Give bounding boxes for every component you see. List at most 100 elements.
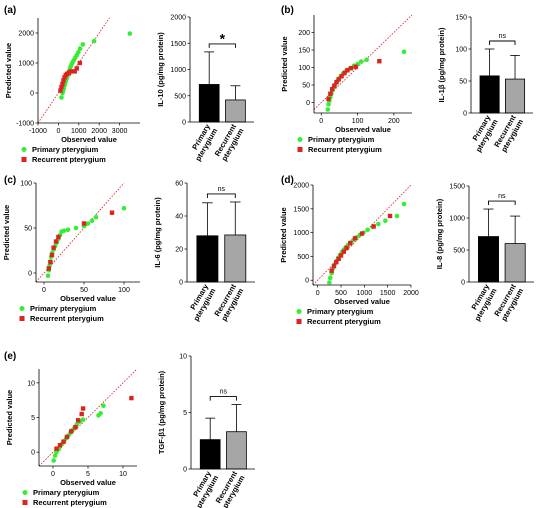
category-label: Recurrentpterygium — [492, 113, 526, 154]
y-tick-label: 0 — [30, 91, 34, 98]
primary-point — [80, 417, 86, 422]
recurrent-point — [331, 263, 337, 269]
scatter-plot-0: -1000 0 1000 2000 3000-1000010002000Observed… — [4, 17, 140, 164]
legend-primary-marker — [21, 147, 27, 152]
bar — [479, 75, 500, 114]
y-axis-label: IL-1β (pg/mg protein) — [437, 27, 446, 102]
recurrent-point — [339, 74, 344, 79]
primary-point — [45, 273, 51, 279]
x-axis-label: Observed value — [334, 297, 390, 306]
primary-point — [365, 227, 370, 233]
recurrent-point — [79, 411, 84, 417]
y-tick-label: 1000 — [293, 230, 309, 237]
x-tick-label: 0 — [51, 471, 55, 478]
recurrent-point — [54, 446, 59, 451]
recurrent-point — [69, 429, 74, 434]
recurrent-point — [341, 249, 346, 254]
legend-recurrent-marker — [296, 319, 302, 324]
recurrent-point — [57, 443, 63, 448]
recurrent-point — [344, 245, 349, 251]
primary-point — [325, 107, 331, 112]
recurrent-point — [58, 88, 63, 93]
legend-primary-label: Primary pterygium — [308, 135, 375, 144]
category-label: Primarypterygium — [184, 282, 218, 323]
recurrent-point — [377, 59, 382, 64]
primary-point — [358, 59, 364, 64]
y-tick-label: 5 — [31, 415, 35, 422]
y-tick-label: 60 — [175, 181, 183, 188]
primary-point — [101, 403, 106, 409]
y-tick-label: 0 — [31, 450, 35, 457]
recurrent-point — [56, 234, 61, 240]
recurrent-point — [59, 84, 64, 90]
bar-chart-0: 0 500 1000 1500 2000 IL-10 (pg/mg protein) Pri… — [156, 15, 254, 163]
recurrent-point — [77, 60, 83, 66]
legend-recurrent-label: Recurrent pterygium — [30, 314, 104, 323]
x-tick-label: -1000 — [29, 128, 47, 135]
recurrent-point — [334, 80, 339, 85]
y-axis-label: Predicted value — [279, 207, 288, 262]
primary-point — [73, 225, 79, 231]
significance-bracket — [208, 43, 236, 48]
y-tick-label: 0 — [306, 100, 310, 107]
recurrent-point — [336, 77, 341, 82]
primary-point — [364, 57, 369, 63]
recurrent-point — [353, 64, 358, 69]
panel-label: (c) — [4, 175, 16, 186]
recurrent-point — [61, 439, 66, 444]
primary-point — [326, 101, 331, 107]
x-axis-label: Observed value — [60, 294, 116, 303]
panel-label: (b) — [281, 5, 294, 16]
y-tick-label: 150 — [298, 48, 310, 55]
x-tick-label: 10 — [119, 471, 127, 478]
legend-primary-marker — [19, 306, 25, 311]
recurrent-point — [49, 252, 55, 258]
bar — [505, 78, 526, 114]
recurrent-point — [332, 83, 337, 88]
x-axis-label: Observed value — [60, 478, 116, 487]
y-tick-label: 20 — [175, 247, 183, 254]
x-axis-label: Observed value — [61, 135, 117, 144]
bar — [199, 439, 221, 470]
y-axis-label: IL-8 (pg/mg protein) — [435, 198, 444, 269]
primary-point — [121, 205, 127, 211]
bar-chart-2: 0 20 40 60 IL-6 (pg/mg protein) Primarypteryg… — [153, 181, 255, 323]
y-tick-label: 100 — [455, 47, 467, 54]
category-label: Primarypterygium — [465, 282, 499, 323]
legend-recurrent-marker — [19, 316, 25, 321]
x-tick-label: 0 — [316, 290, 320, 297]
primary-point — [65, 227, 71, 233]
category-label: Recurrentpterygium — [213, 469, 247, 508]
x-tick-label: 100 — [352, 118, 364, 125]
legend-primary-marker — [22, 490, 28, 495]
x-tick-label: 0 — [42, 287, 46, 294]
scatter-plot-3: 0 500 1000 1500 2000 0 500 1000 1500 2000 Observed… — [279, 183, 419, 327]
y-tick-label: 150 — [455, 15, 467, 22]
y-tick-label: 500 — [174, 93, 186, 100]
y-axis-label: Predicted value — [5, 390, 14, 445]
y-tick-label: 0 — [28, 271, 32, 278]
y-tick-label: 0 — [305, 278, 309, 285]
x-tick-label: 1000 — [71, 128, 87, 135]
primary-point — [327, 280, 332, 285]
x-tick-label: 0 — [319, 118, 323, 125]
recurrent-point — [68, 69, 74, 74]
y-tick-label: 1000 — [449, 216, 465, 223]
recurrent-point — [76, 418, 81, 423]
y-axis-label: IL-6 (pg/mg protein) — [153, 197, 162, 268]
primary-point — [77, 46, 83, 51]
category-label: Primarypterygium — [466, 113, 500, 154]
recurrent-point — [129, 395, 134, 401]
primary-point — [59, 95, 64, 100]
y-tick-label: 500 — [453, 248, 465, 255]
y-tick-label: 0 — [463, 111, 467, 118]
bar — [226, 431, 247, 470]
recurrent-point — [338, 253, 344, 258]
y-tick-label: 1500 — [170, 41, 186, 48]
recurrent-point — [81, 221, 87, 226]
legend-primary-label: Primary pterygium — [307, 307, 374, 316]
bar-chart-3: 0 500 1000 1500 IL-8 (pg/mg protein) Primaryp… — [435, 184, 534, 323]
recurrent-point — [329, 268, 334, 273]
identity-line — [38, 368, 138, 467]
